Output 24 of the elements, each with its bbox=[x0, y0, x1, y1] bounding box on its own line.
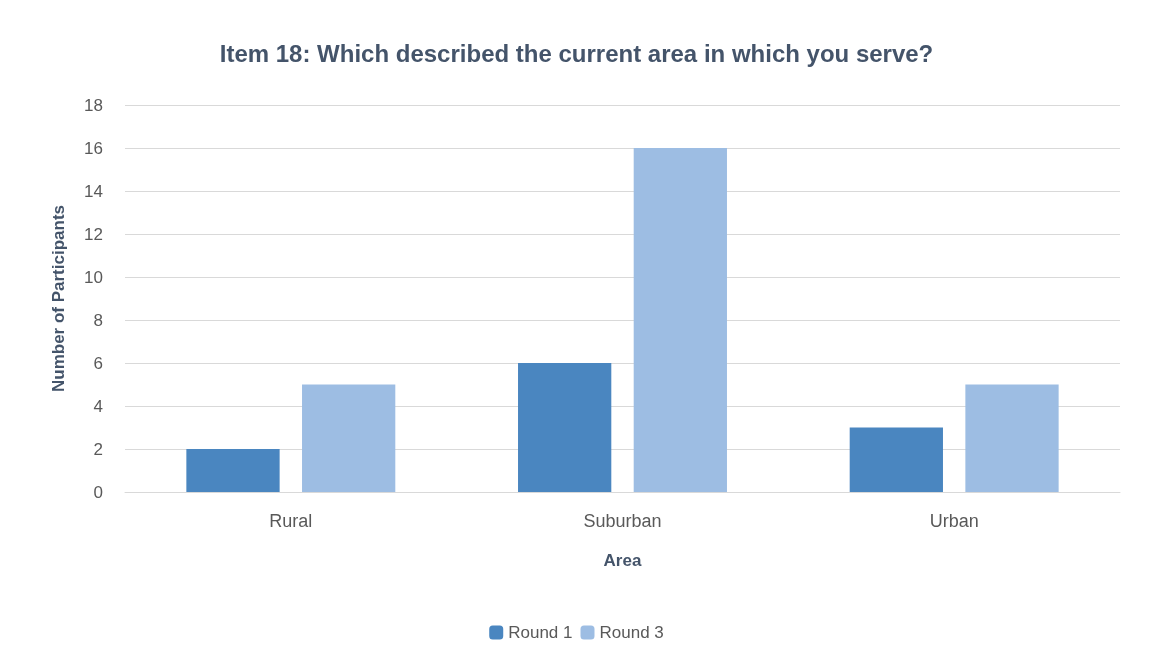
x-tick-label: Rural bbox=[269, 511, 313, 531]
x-tick-label: Suburban bbox=[583, 511, 662, 531]
y-tick-label: 10 bbox=[84, 267, 103, 287]
chart-title: Item 18: Which described the current area in which you serve? bbox=[219, 39, 934, 67]
bar bbox=[302, 384, 396, 492]
bar bbox=[965, 384, 1059, 492]
bar bbox=[633, 148, 727, 492]
y-tick-label: 12 bbox=[84, 224, 103, 244]
legend-label: Round 3 bbox=[599, 623, 664, 642]
bar bbox=[186, 449, 280, 492]
legend-label: Round 1 bbox=[508, 623, 573, 642]
y-tick-label: 2 bbox=[93, 439, 103, 459]
y-tick-label: 14 bbox=[84, 181, 103, 201]
y-tick-label: 8 bbox=[93, 310, 103, 330]
y-axis-title: Number of Participants bbox=[49, 204, 68, 393]
bar bbox=[518, 363, 612, 492]
y-tick-label: 0 bbox=[93, 482, 103, 502]
x-tick-label: Urban bbox=[929, 511, 979, 531]
bar bbox=[849, 427, 943, 492]
y-tick-label: 6 bbox=[93, 353, 103, 373]
y-tick-label: 18 bbox=[84, 95, 103, 115]
y-tick-label: 16 bbox=[84, 138, 103, 158]
y-tick-label: 4 bbox=[93, 396, 103, 416]
x-axis-title: Area bbox=[603, 551, 642, 570]
